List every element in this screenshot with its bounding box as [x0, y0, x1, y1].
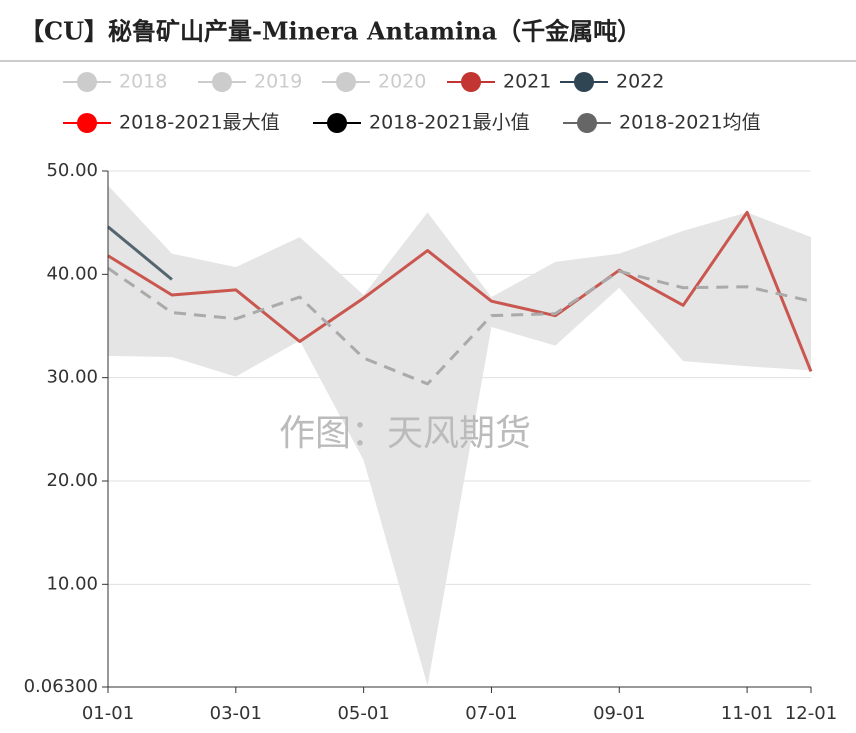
legend-item[interactable]: 2018-2021均值 [563, 112, 761, 134]
legend-dot [327, 113, 347, 133]
legend-dot [461, 72, 481, 92]
legend-label: 2022 [616, 71, 664, 93]
x-tick-label: 11-01 [721, 703, 773, 724]
legend-dot [574, 72, 594, 92]
y-tick-label: 10.00 [46, 573, 98, 594]
y-tick-label: 40.00 [46, 263, 98, 284]
legend-label: 2021 [503, 71, 551, 93]
legend-item[interactable]: 2019 [198, 71, 302, 93]
x-tick-label: 07-01 [465, 703, 517, 724]
legend-dot [212, 72, 232, 92]
chart-title: 【CU】秘鲁矿山产量-Minera Antamina（千金属吨） [20, 17, 641, 46]
legend-label: 2018 [119, 71, 167, 93]
y-tick-label: 0.06300 [24, 676, 98, 697]
legend-label: 2019 [254, 71, 302, 93]
x-tick-label: 09-01 [593, 703, 645, 724]
legend-dot [336, 72, 356, 92]
range-band [108, 185, 811, 686]
legend-item[interactable]: 2018-2021最大值 [63, 112, 280, 134]
legend-label: 2018-2021均值 [619, 112, 761, 134]
legend-label: 2020 [378, 71, 426, 93]
legend-label: 2018-2021最小值 [369, 112, 530, 134]
legend-item[interactable]: 2018 [63, 71, 167, 93]
legend-dot [577, 113, 597, 133]
y-tick-label: 50.00 [46, 160, 98, 181]
y-tick-label: 20.00 [46, 470, 98, 491]
y-tick-label: 30.00 [46, 367, 98, 388]
x-tick-label: 01-01 [82, 703, 134, 724]
series-line [107, 210, 813, 373]
legend-item[interactable]: 2022 [560, 71, 664, 93]
legend-item[interactable]: 2021 [447, 71, 551, 93]
legend-dot [77, 72, 97, 92]
series-line [107, 225, 173, 281]
watermark: 作图：天风期货 [279, 413, 531, 454]
legend-label: 2018-2021最大值 [119, 112, 280, 134]
x-tick-label: 03-01 [210, 703, 262, 724]
legend-item[interactable]: 2018-2021最小值 [313, 112, 530, 134]
legend-dot [77, 113, 97, 133]
series-line [107, 266, 812, 386]
x-tick-label: 12-01 [785, 703, 837, 724]
x-tick-label: 05-01 [337, 703, 389, 724]
legend-item[interactable]: 2020 [322, 71, 426, 93]
